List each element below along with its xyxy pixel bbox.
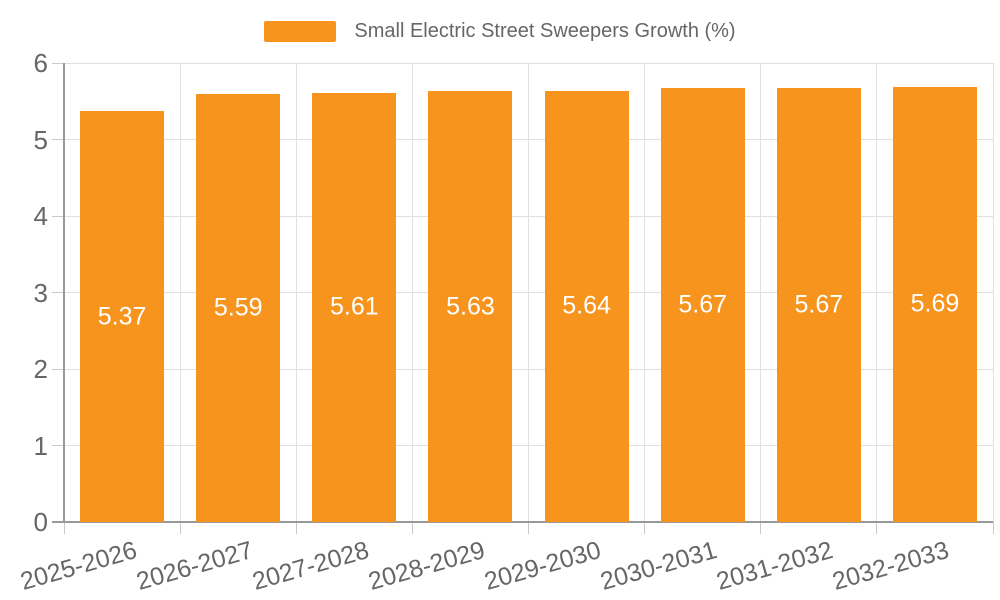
gridline-vertical bbox=[760, 63, 762, 522]
gridline-vertical bbox=[411, 63, 413, 522]
bar bbox=[660, 88, 745, 522]
y-axis-label: 3 bbox=[33, 277, 48, 308]
y-axis-tick bbox=[52, 445, 64, 446]
x-axis-tick bbox=[992, 522, 994, 534]
x-axis-tick bbox=[63, 522, 65, 534]
bar-value-label: 5.64 bbox=[562, 291, 611, 320]
y-axis-tick bbox=[52, 215, 64, 217]
x-axis-tick bbox=[179, 522, 181, 534]
x-axis-label: 2028-2029 bbox=[365, 536, 488, 596]
bar-value-label: 5.63 bbox=[446, 292, 495, 321]
x-axis-line bbox=[52, 521, 993, 523]
y-axis-tick bbox=[52, 139, 64, 140]
bar-value-label: 5.59 bbox=[213, 293, 263, 322]
x-axis-tick bbox=[411, 522, 413, 534]
bar-value-label: 5.67 bbox=[794, 290, 844, 319]
legend-swatch-icon bbox=[264, 21, 337, 42]
bar bbox=[544, 90, 629, 522]
x-axis-tick bbox=[876, 522, 878, 534]
bar bbox=[776, 88, 861, 522]
bar-value-label: 5.37 bbox=[97, 302, 147, 331]
y-axis-tick bbox=[52, 368, 64, 370]
x-axis-tick bbox=[295, 522, 297, 534]
gridline-vertical bbox=[295, 63, 297, 522]
bar bbox=[196, 94, 281, 522]
bar bbox=[892, 86, 977, 522]
x-axis-label: 2027-2028 bbox=[249, 536, 372, 596]
gridline-vertical bbox=[644, 63, 646, 522]
bar bbox=[428, 91, 513, 522]
y-axis-tick bbox=[52, 62, 64, 64]
bar-value-label: 5.61 bbox=[329, 292, 379, 321]
gridline-vertical bbox=[179, 63, 181, 522]
y-axis-label: 6 bbox=[33, 48, 48, 78]
chart-legend[interactable]: Small Electric Street Sweepers Growth (%… bbox=[0, 20, 1000, 43]
y-axis-label: 2 bbox=[33, 354, 48, 384]
gridline-vertical bbox=[876, 63, 878, 522]
x-axis-label: 2026-2027 bbox=[132, 536, 256, 596]
x-axis-label: 2029-2030 bbox=[481, 536, 605, 596]
bar bbox=[312, 92, 397, 522]
y-axis-label: 1 bbox=[33, 430, 48, 461]
y-axis-line bbox=[63, 63, 65, 522]
y-axis-label: 5 bbox=[33, 124, 48, 155]
gridline-vertical bbox=[992, 63, 994, 522]
x-axis-tick bbox=[760, 522, 762, 534]
x-axis-label: 2031-2032 bbox=[713, 536, 837, 596]
y-axis-tick bbox=[52, 292, 64, 293]
bar-value-label: 5.67 bbox=[678, 290, 728, 319]
bar-value-label: 5.69 bbox=[910, 289, 960, 318]
x-axis-tick bbox=[644, 522, 646, 534]
x-axis-label: 2030-2031 bbox=[597, 536, 721, 596]
y-axis-label: 4 bbox=[33, 201, 48, 231]
y-axis-label: 0 bbox=[33, 507, 48, 537]
bar bbox=[80, 111, 165, 522]
x-axis-tick bbox=[528, 522, 529, 534]
x-axis-label: 2032-2033 bbox=[829, 536, 953, 596]
x-axis-label: 2025-2026 bbox=[16, 536, 140, 596]
legend-label: Small Electric Street Sweepers Growth (%… bbox=[354, 20, 736, 42]
gridline-vertical bbox=[528, 63, 529, 522]
